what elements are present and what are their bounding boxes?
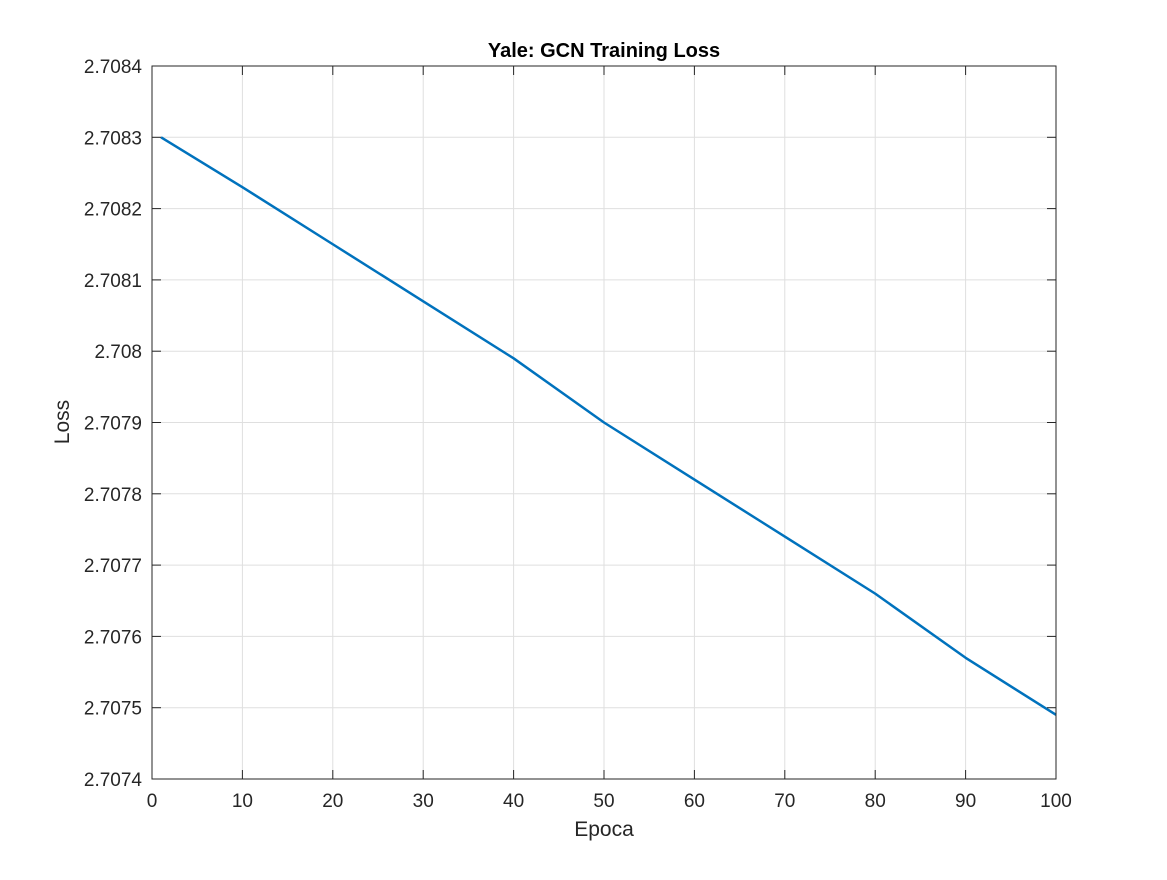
x-tick-label: 60 bbox=[684, 791, 705, 812]
x-tick-label: 30 bbox=[413, 791, 434, 812]
y-tick-label: 2.7074 bbox=[84, 770, 143, 791]
x-tick-label: 100 bbox=[1040, 791, 1072, 812]
chart-title: Yale: GCN Training Loss bbox=[488, 40, 720, 62]
x-tick-label: 20 bbox=[322, 791, 343, 812]
x-tick-label: 0 bbox=[147, 791, 158, 812]
y-tick-label: 2.708 bbox=[94, 342, 142, 363]
y-tick-label: 2.7075 bbox=[84, 699, 142, 720]
ticks bbox=[151, 65, 1057, 780]
x-tick-label: 50 bbox=[593, 791, 614, 812]
y-tick-label: 2.7081 bbox=[84, 271, 142, 292]
y-tick-label: 2.7084 bbox=[84, 57, 143, 78]
y-tick-label: 2.7076 bbox=[84, 627, 142, 648]
y-tick-label: 2.7077 bbox=[84, 556, 142, 577]
x-tick-label: 10 bbox=[232, 791, 253, 812]
y-axis-label: Loss bbox=[51, 400, 74, 444]
y-tick-label: 2.7082 bbox=[84, 200, 142, 221]
x-tick-label: 40 bbox=[503, 791, 524, 812]
tick-labels: 0 10 20 30 40 50 60 70 80 90 100 2.7074 2.7075 2.7076… bbox=[84, 57, 1072, 812]
y-tick-label: 2.7079 bbox=[84, 414, 142, 435]
y-tick-label: 2.7078 bbox=[84, 485, 142, 506]
y-tick-label: 2.7083 bbox=[84, 128, 142, 149]
series-layer bbox=[160, 136, 1057, 716]
x-axis-label: Epoca bbox=[574, 818, 634, 841]
x-tick-label: 70 bbox=[774, 791, 795, 812]
x-tick-label: 80 bbox=[865, 791, 886, 812]
x-tick-label: 90 bbox=[955, 791, 976, 812]
series-line bbox=[160, 136, 1057, 716]
